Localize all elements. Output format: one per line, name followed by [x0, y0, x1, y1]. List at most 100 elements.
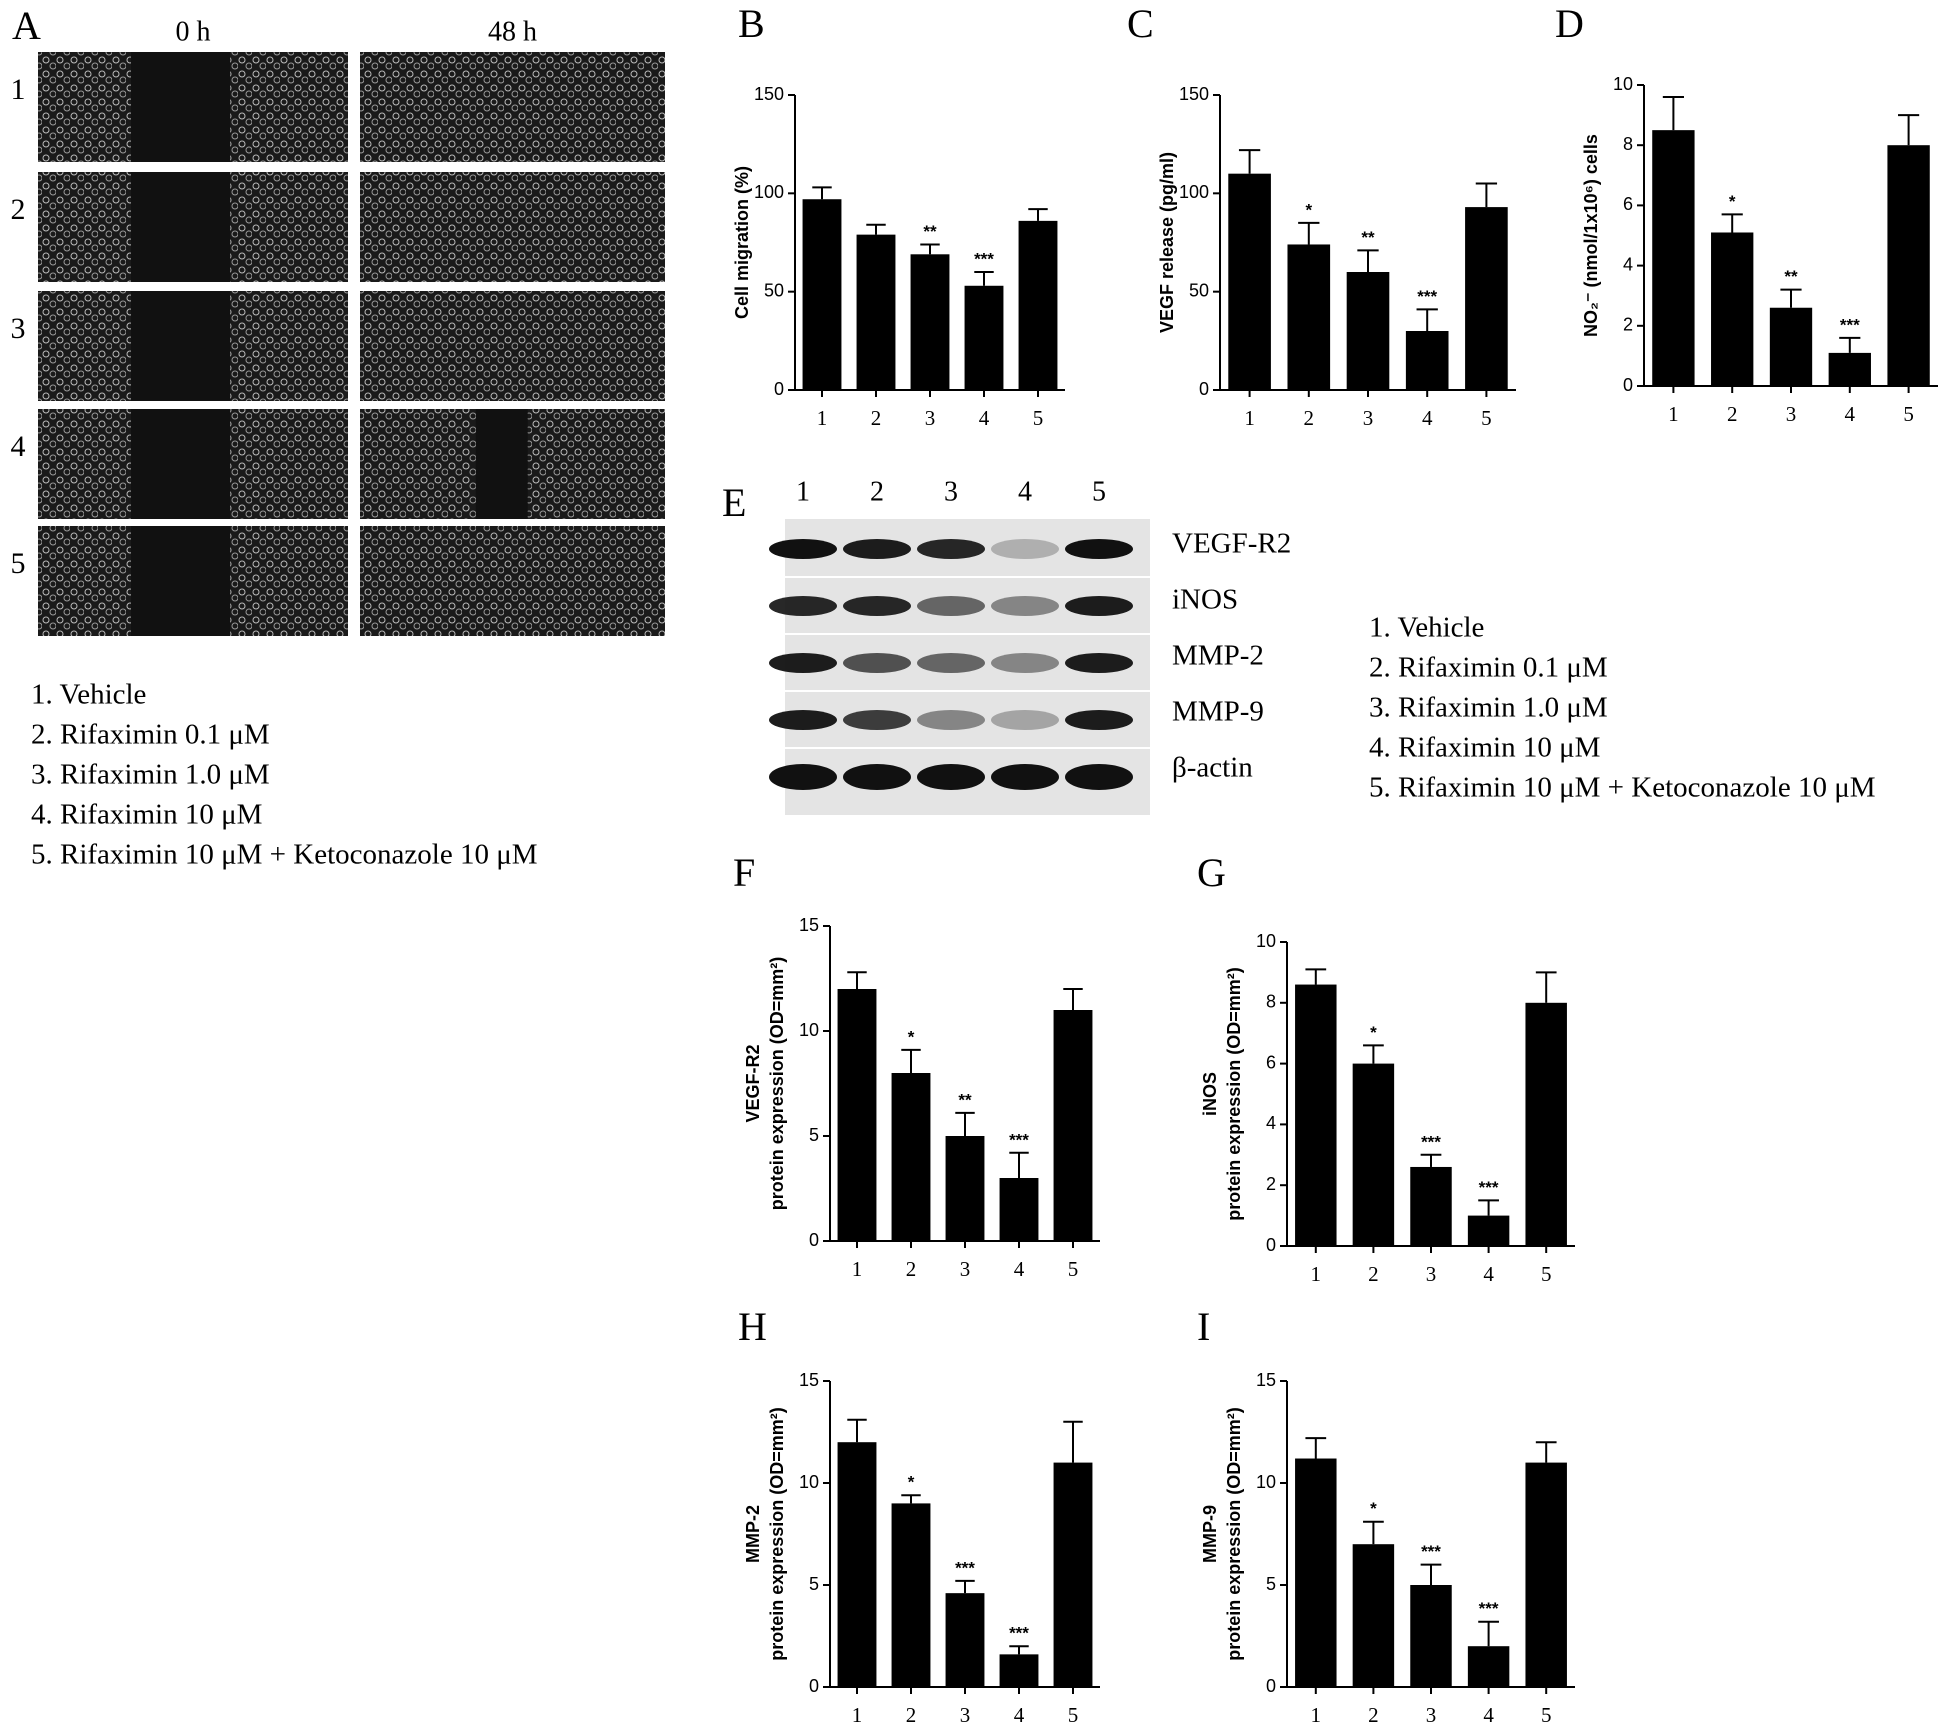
- bar: [1352, 1063, 1395, 1246]
- bar: [1405, 331, 1449, 390]
- y-tick-label: 8: [1266, 992, 1276, 1012]
- significance-label: ***: [1479, 1178, 1499, 1197]
- bar: [1828, 352, 1871, 386]
- significance-label: **: [1361, 228, 1375, 247]
- x-tick-label: 4: [1483, 1703, 1494, 1727]
- significance-label: ***: [974, 249, 994, 268]
- x-tick-label: 2: [871, 406, 882, 430]
- significance-label: *: [908, 1027, 915, 1046]
- row-label: 2: [11, 193, 26, 226]
- bar: [891, 1503, 931, 1687]
- band-label: β-actin: [1172, 752, 1253, 784]
- micrograph: [360, 172, 665, 282]
- significance-label: ***: [1479, 1599, 1499, 1618]
- column-header: 48 h: [488, 16, 537, 47]
- y-tick-label: 15: [799, 1370, 819, 1390]
- band: [991, 710, 1059, 730]
- x-tick-label: 5: [1541, 1262, 1552, 1286]
- bar: [945, 1593, 985, 1687]
- significance-label: *: [1370, 1499, 1377, 1518]
- panel-letter: I: [1197, 1304, 1210, 1349]
- y-axis-label: VEGF-R2: [743, 1044, 763, 1122]
- legend-item: 1. Vehicle: [1369, 612, 1484, 644]
- bar: [999, 1178, 1039, 1241]
- micrograph: [360, 291, 665, 401]
- lane-label: 2: [870, 476, 884, 507]
- y-tick-label: 0: [809, 1230, 819, 1250]
- legend-item: 4. Rifaximin 10 μM: [1369, 732, 1600, 764]
- band: [843, 539, 911, 559]
- y-axis-label: protein expression (OD=mm²): [1224, 967, 1244, 1221]
- y-axis-label: iNOS: [1200, 1072, 1220, 1116]
- panel-letter: F: [733, 850, 755, 895]
- band: [917, 764, 985, 790]
- y-axis-label: protein expression (OD=mm²): [767, 1407, 787, 1661]
- x-tick-label: 1: [1244, 406, 1255, 430]
- band: [1065, 653, 1133, 673]
- y-tick-label: 6: [1266, 1052, 1276, 1072]
- y-tick-label: 0: [1199, 379, 1209, 399]
- band-label: MMP-2: [1172, 640, 1264, 672]
- y-tick-label: 10: [799, 1472, 819, 1492]
- x-tick-label: 2: [1368, 1262, 1379, 1286]
- panel-letter: A: [12, 3, 41, 48]
- lane-label: 1: [796, 476, 810, 507]
- x-tick-label: 2: [906, 1703, 917, 1727]
- bar: [1887, 145, 1930, 386]
- bar: [1228, 173, 1271, 390]
- significance-label: **: [1784, 267, 1798, 286]
- y-axis-label: MMP-2: [743, 1505, 763, 1563]
- bar: [910, 254, 950, 390]
- wound-gap: [475, 409, 528, 519]
- significance-label: **: [923, 222, 937, 241]
- legend-item: 2. Rifaximin 0.1 μM: [31, 719, 270, 751]
- band-label: VEGF-R2: [1172, 528, 1291, 560]
- x-tick-label: 1: [1311, 1703, 1322, 1727]
- y-tick-label: 100: [754, 182, 784, 202]
- y-tick-label: 2: [1623, 315, 1633, 335]
- y-axis-label: protein expression (OD=mm²): [1224, 1407, 1244, 1661]
- panel-letter: G: [1197, 850, 1226, 895]
- y-tick-label: 5: [809, 1125, 819, 1145]
- significance-label: ***: [1421, 1542, 1441, 1561]
- significance-label: *: [1305, 200, 1312, 219]
- bar: [1467, 1646, 1510, 1687]
- y-axis-label: Cell migration (%): [732, 166, 752, 319]
- panel-letter: E: [722, 480, 746, 525]
- x-tick-label: 3: [925, 406, 936, 430]
- y-tick-label: 4: [1623, 254, 1633, 274]
- y-axis-label: NO₂⁻ (nmol/1x10⁶) cells: [1581, 134, 1601, 337]
- significance-label: *: [1729, 192, 1736, 211]
- wound-gap: [131, 409, 231, 519]
- y-axis-label: protein expression (OD=mm²): [767, 957, 787, 1211]
- lane-label: 3: [944, 476, 958, 507]
- panel-letter: H: [738, 1304, 767, 1349]
- significance-label: **: [958, 1090, 972, 1109]
- y-tick-label: 50: [1189, 280, 1209, 300]
- band: [917, 596, 985, 616]
- x-tick-label: 5: [1068, 1257, 1079, 1281]
- significance-label: ***: [1009, 1624, 1029, 1643]
- row-label: 5: [11, 547, 26, 580]
- bar: [1525, 1462, 1567, 1687]
- x-tick-label: 3: [1426, 1703, 1437, 1727]
- bar: [1053, 1010, 1093, 1241]
- band: [843, 710, 911, 730]
- wound-gap: [131, 526, 231, 636]
- band: [1065, 539, 1133, 559]
- legend-item: 2. Rifaximin 0.1 μM: [1369, 652, 1608, 684]
- bar: [1287, 244, 1331, 390]
- y-tick-label: 10: [1256, 931, 1276, 951]
- legend-item: 1. Vehicle: [31, 679, 146, 711]
- micrograph: [360, 526, 665, 636]
- x-tick-label: 1: [817, 406, 828, 430]
- bar: [1410, 1166, 1452, 1246]
- x-tick-label: 1: [1311, 1262, 1322, 1286]
- band: [769, 710, 837, 730]
- band: [917, 539, 985, 559]
- significance-label: ***: [1009, 1130, 1029, 1149]
- bar: [999, 1654, 1039, 1687]
- x-tick-label: 5: [1068, 1703, 1079, 1727]
- x-tick-label: 4: [1014, 1703, 1025, 1727]
